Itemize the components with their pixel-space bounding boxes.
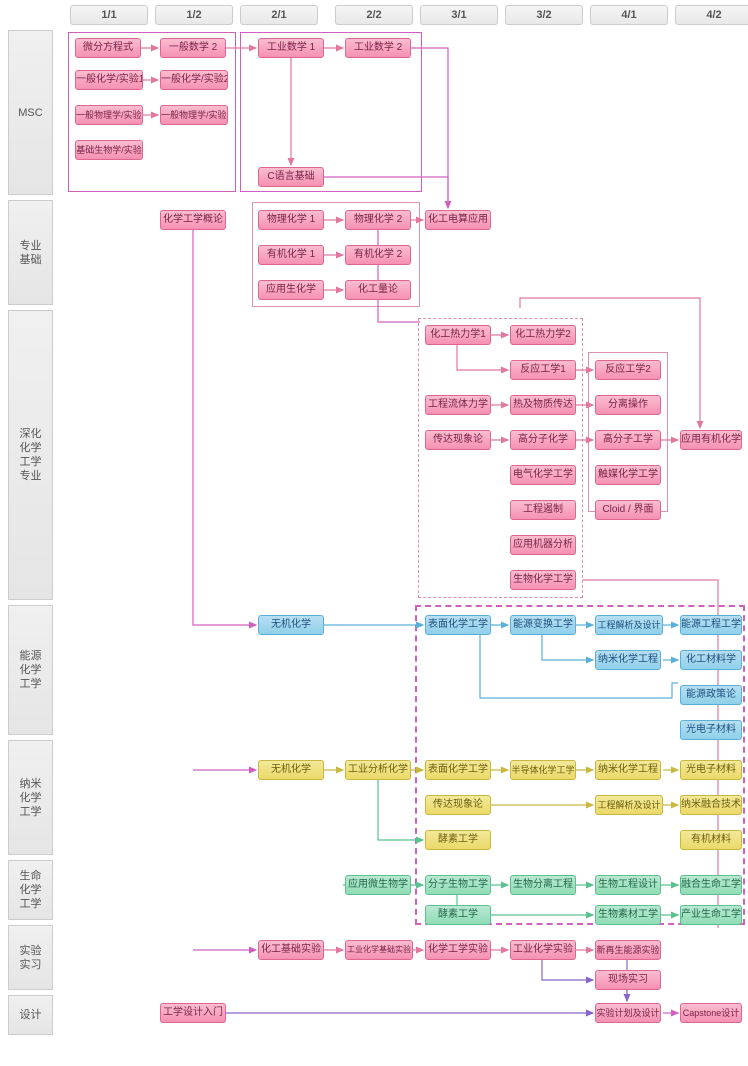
- course-node: 无机化学: [258, 615, 324, 635]
- course-node: 能源政策论: [680, 685, 742, 705]
- course-node: 反应工学2: [595, 360, 661, 380]
- course-node: Cloid / 界面: [595, 500, 661, 520]
- course-node: 高分子工学: [595, 430, 661, 450]
- course-node: 化工基础实验: [258, 940, 324, 960]
- course-node: 生物素材工学: [595, 905, 661, 925]
- course-node: 工程流体力学: [425, 395, 491, 415]
- course-node: 酵素工学: [425, 905, 491, 925]
- course-node: 实验计划及设计: [595, 1003, 661, 1023]
- row-label: MSC: [8, 30, 53, 195]
- course-node: 新再生能源实验: [595, 940, 661, 960]
- course-node: 一般物理学/实验2: [160, 105, 228, 125]
- course-node: 能源变换工学: [510, 615, 576, 635]
- course-node: C语言基础: [258, 167, 324, 187]
- course-node: 微分方程式: [75, 38, 141, 58]
- course-node: 触媒化学工学: [595, 465, 661, 485]
- col-header-1/1: 1/1: [70, 5, 148, 25]
- course-node: 有机化学 2: [345, 245, 411, 265]
- course-node: 工业分析化学: [345, 760, 411, 780]
- row-label: 生命化学工学: [8, 860, 53, 920]
- course-node: 高分子化学: [510, 430, 576, 450]
- course-node: 一般化学/实验1: [75, 70, 143, 90]
- course-node: 化工热力学2: [510, 325, 576, 345]
- col-header-3/2: 3/2: [505, 5, 583, 25]
- course-node: 传达现象论: [425, 430, 491, 450]
- course-node: 有机材料: [680, 830, 742, 850]
- course-node: 纳米融合技术: [680, 795, 742, 815]
- course-node: 工业化学实验: [510, 940, 576, 960]
- course-node: 热及物质传达: [510, 395, 576, 415]
- col-header-2/1: 2/1: [240, 5, 318, 25]
- course-node: 现场实习: [595, 970, 661, 990]
- course-node: 一般物理学/实验1: [75, 105, 143, 125]
- course-node: 工程解析及设计: [595, 615, 663, 635]
- course-node: 物理化学 1: [258, 210, 324, 230]
- course-node: 工学设计入门: [160, 1003, 226, 1023]
- course-node: 应用微生物学: [345, 875, 411, 895]
- col-header-4/2: 4/2: [675, 5, 748, 25]
- course-node: 化工材料学: [680, 650, 742, 670]
- course-node: 工业数学 1: [258, 38, 324, 58]
- col-header-2/2: 2/2: [335, 5, 413, 25]
- course-node: 表面化学工学: [425, 760, 491, 780]
- course-node: 无机化学: [258, 760, 324, 780]
- row-label: 深化化学工学专业: [8, 310, 53, 600]
- course-node: 纳米化学工程: [595, 760, 661, 780]
- course-node: 传达现象论: [425, 795, 491, 815]
- course-node: 一般化学/实验2: [160, 70, 228, 90]
- course-node: 化工量论: [345, 280, 411, 300]
- course-node: 工程解析及设计: [595, 795, 663, 815]
- course-node: 一般数学 2: [160, 38, 226, 58]
- course-node: 应用机器分析: [510, 535, 576, 555]
- course-node: 化学工学实验: [425, 940, 491, 960]
- course-node: 化工电算应用: [425, 210, 491, 230]
- course-node: 物理化学 2: [345, 210, 411, 230]
- course-node: 酵素工学: [425, 830, 491, 850]
- course-node: 纳米化学工程: [595, 650, 661, 670]
- course-node: 分子生物工学: [425, 875, 491, 895]
- curriculum-diagram: { "columns":["1/1","1/2","2/1","2/2","3/…: [0, 0, 748, 1066]
- col-header-4/1: 4/1: [590, 5, 668, 25]
- course-node: 融合生命工学: [680, 875, 742, 895]
- course-node: 光电子材料: [680, 760, 742, 780]
- course-node: 工业数学 2: [345, 38, 411, 58]
- course-node: 生物化学工学: [510, 570, 576, 590]
- course-node: 工业化学基础实验: [345, 940, 413, 960]
- course-node: Capstone设计: [680, 1003, 742, 1023]
- row-label: 纳米化学工学: [8, 740, 53, 855]
- course-node: 化工热力学1: [425, 325, 491, 345]
- course-node: 反应工学1: [510, 360, 576, 380]
- course-node: 生物分离工程: [510, 875, 576, 895]
- course-node: 分离操作: [595, 395, 661, 415]
- row-label: 能源化学工学: [8, 605, 53, 735]
- row-label: 设计: [8, 995, 53, 1035]
- course-node: 应用有机化学: [680, 430, 742, 450]
- col-header-1/2: 1/2: [155, 5, 233, 25]
- course-node: 半导体化学工学: [510, 760, 576, 780]
- course-node: 产业生命工学: [680, 905, 742, 925]
- course-node: 电气化学工学: [510, 465, 576, 485]
- course-node: 能源工程工学: [680, 615, 742, 635]
- row-label: 专业基础: [8, 200, 53, 305]
- course-node: 有机化学 1: [258, 245, 324, 265]
- row-label: 实验实习: [8, 925, 53, 990]
- course-node: 光电子材料: [680, 720, 742, 740]
- course-node: 化学工学概论: [160, 210, 226, 230]
- course-node: 基础生物学/实验: [75, 140, 143, 160]
- course-node: 应用生化学: [258, 280, 324, 300]
- course-node: 表面化学工学: [425, 615, 491, 635]
- course-node: 生物工程设计: [595, 875, 661, 895]
- col-header-3/1: 3/1: [420, 5, 498, 25]
- course-node: 工程遏制: [510, 500, 576, 520]
